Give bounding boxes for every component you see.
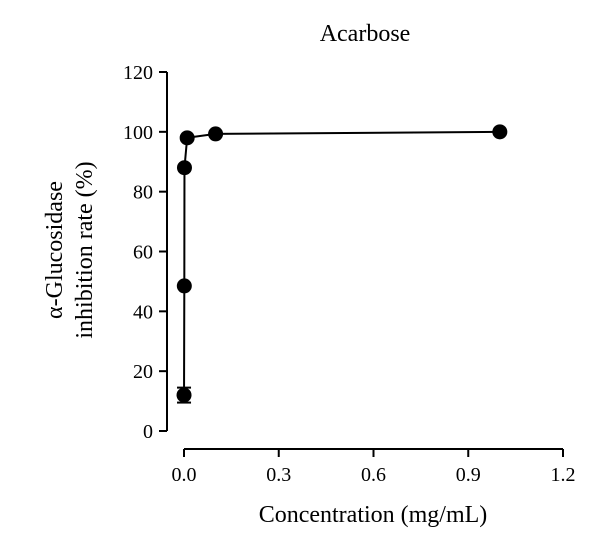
- data-point: [176, 278, 192, 294]
- x-tick-label: 0.3: [266, 464, 291, 486]
- data-point: [176, 387, 192, 403]
- data-point: [208, 126, 224, 142]
- y-tick-label: 80: [133, 182, 153, 204]
- y-axis-title-line-1: α-Glucosidase: [42, 181, 68, 319]
- series-line: [183, 130, 500, 396]
- data-point: [492, 124, 508, 140]
- y-tick-label: 120: [123, 62, 153, 84]
- data-point: [176, 160, 192, 176]
- y-axis-title: α-Glucosidase inhibition rate (%): [42, 161, 98, 338]
- y-tick-label: 60: [133, 242, 153, 264]
- y-axis-title-line-2: inhibition rate (%): [72, 161, 98, 338]
- plot-area: [176, 124, 508, 404]
- y-tick-label: 0: [143, 421, 153, 443]
- x-tick-label: 0.6: [361, 464, 386, 486]
- y-tick-label: 40: [133, 301, 153, 323]
- chart-title: Acarbose: [320, 21, 411, 47]
- data-point: [179, 130, 195, 146]
- x-tick-label: 1.2: [551, 464, 576, 486]
- x-axis-title: Concentration (mg/mL): [259, 502, 488, 528]
- axes: 0 20 40 60 80 100 120 0.0 0.3 0.6 0.9 1.2: [123, 62, 576, 486]
- y-tick-label: 20: [133, 361, 153, 383]
- y-tick-label: 100: [123, 122, 153, 144]
- x-tick-label: 0.0: [172, 464, 197, 486]
- x-tick-label: 0.9: [456, 464, 481, 486]
